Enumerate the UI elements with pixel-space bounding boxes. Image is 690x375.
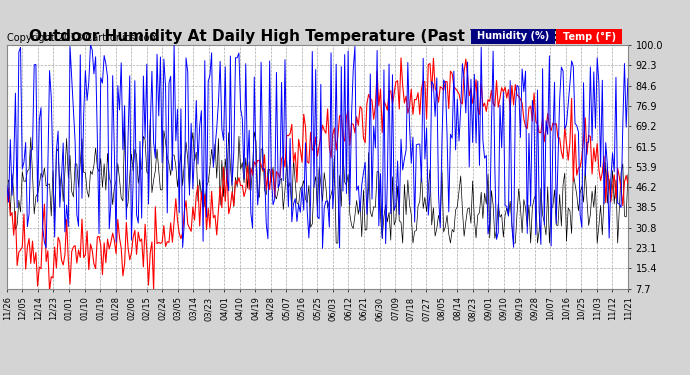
Text: Temp (°F): Temp (°F) [562,32,615,42]
Title: Outdoor Humidity At Daily High Temperature (Past Year) 20131126: Outdoor Humidity At Daily High Temperatu… [29,29,606,44]
FancyBboxPatch shape [471,29,555,44]
Text: Copyright 2013 Cartronics.com: Copyright 2013 Cartronics.com [7,33,159,43]
FancyBboxPatch shape [556,29,622,44]
Text: Humidity (%): Humidity (%) [477,32,549,42]
